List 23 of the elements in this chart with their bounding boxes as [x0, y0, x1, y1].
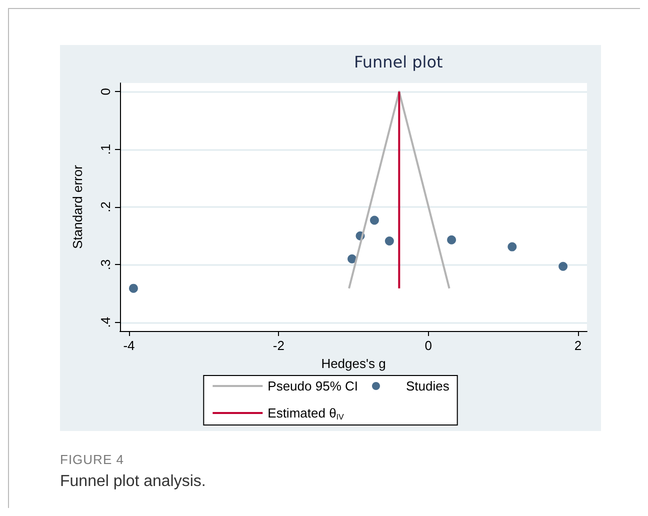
point — [348, 254, 357, 264]
y-tick-label: 0 — [98, 88, 113, 96]
point — [558, 262, 568, 271]
point — [128, 284, 138, 293]
y-tick-label: .3 — [98, 259, 113, 270]
text: Funnel plot analysis. — [60, 473, 206, 491]
legend-label: Pseudo 95% CI — [268, 378, 358, 394]
point — [370, 216, 379, 225]
y-tick-label: .1 — [98, 144, 113, 155]
x-tick-label: 0 — [424, 338, 432, 353]
x-tick-label: -4 — [123, 338, 135, 353]
legend-label: Studies — [406, 378, 450, 394]
y-tick-label: .4 — [98, 316, 113, 328]
point — [384, 236, 394, 246]
point — [447, 235, 456, 244]
y-axis-title: Standard error — [70, 164, 85, 249]
x-tick-label: -2 — [272, 338, 284, 353]
x-axis-title: Hedges's g — [321, 356, 386, 371]
point — [508, 242, 517, 252]
y-tick-label: .2 — [98, 202, 113, 212]
chart-title: Funnel plot — [354, 52, 443, 72]
x-tick-label: 2 — [574, 338, 582, 353]
caption: FIGURE 4 — [60, 452, 124, 467]
